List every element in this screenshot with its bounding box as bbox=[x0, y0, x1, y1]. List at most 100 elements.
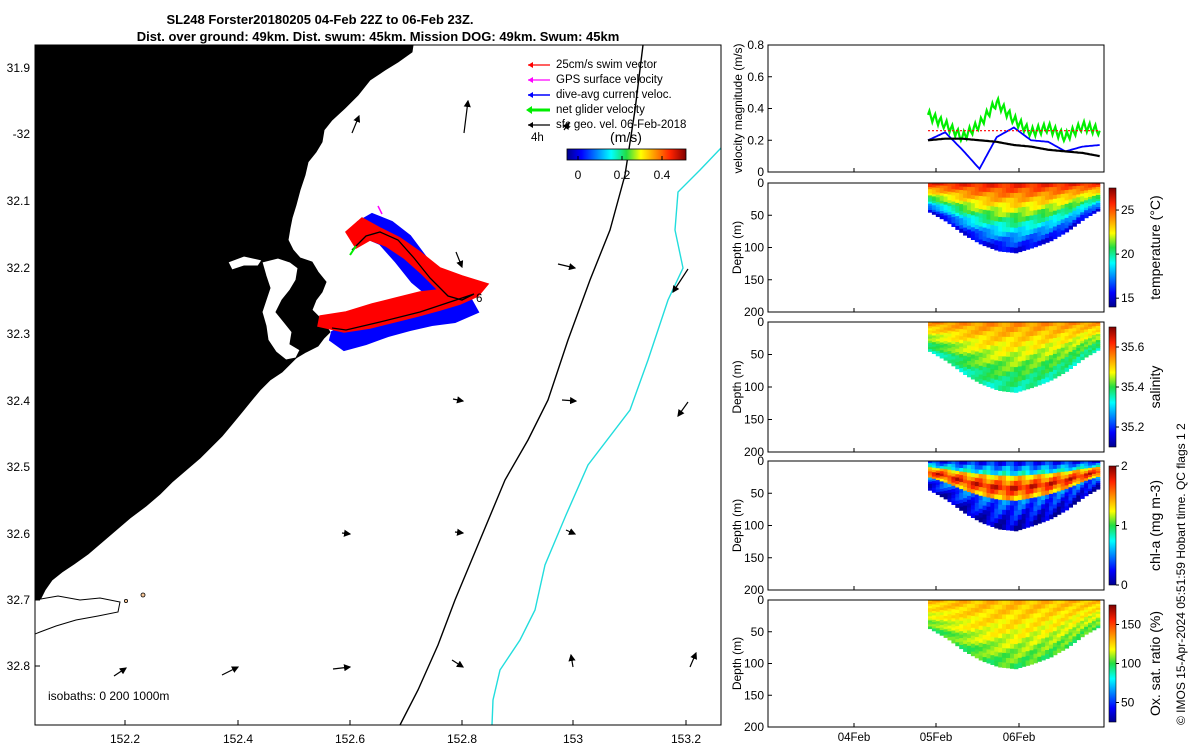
heatmap-cell bbox=[1068, 341, 1073, 346]
heatmap-cell bbox=[998, 480, 1003, 486]
heatmap-cell bbox=[974, 195, 980, 201]
map-legend: 25cm/s swim vector GPS surface velocity … bbox=[526, 59, 686, 131]
heatmap-cell bbox=[1033, 219, 1038, 225]
heatmap-cell bbox=[963, 464, 968, 469]
heatmap-cell bbox=[935, 353, 941, 357]
heatmap-cell bbox=[963, 183, 968, 188]
heatmap-cell bbox=[1017, 490, 1023, 496]
heatmap-cell bbox=[990, 383, 995, 389]
heatmap-cell bbox=[1033, 511, 1038, 517]
heatmap-cell bbox=[1088, 484, 1093, 487]
heatmap-cell bbox=[1037, 461, 1042, 466]
heatmap-cell bbox=[1033, 349, 1038, 355]
heatmap-cell bbox=[963, 600, 968, 605]
heatmap-cell bbox=[951, 217, 956, 221]
heatmap-cell bbox=[1010, 520, 1015, 526]
heatmap-cell bbox=[994, 470, 999, 476]
heatmap-cell bbox=[1037, 469, 1042, 475]
heatmap-cell bbox=[1056, 345, 1062, 350]
heatmap-cell bbox=[1002, 361, 1007, 367]
heatmap-cell bbox=[1060, 212, 1066, 217]
heatmap-cell bbox=[1056, 644, 1062, 650]
heatmap-cell bbox=[982, 335, 988, 341]
heatmap-cell bbox=[974, 637, 980, 642]
heatmap-cell bbox=[955, 219, 960, 224]
heatmap-cell bbox=[1064, 353, 1070, 358]
heatmap-cell bbox=[1084, 463, 1089, 467]
heatmap-cell bbox=[1033, 497, 1038, 503]
heatmap-cell bbox=[1080, 469, 1085, 473]
heatmap-cell bbox=[1013, 475, 1019, 482]
heatmap-cell bbox=[1013, 332, 1019, 338]
heatmap-cell bbox=[1095, 609, 1101, 613]
heatmap-cell bbox=[931, 472, 937, 475]
heatmap-cell bbox=[1068, 206, 1073, 210]
heatmap-cell bbox=[982, 510, 988, 516]
heatmap-cell bbox=[982, 630, 988, 636]
heatmap-cell bbox=[1095, 621, 1101, 625]
heatmap-cell bbox=[1095, 330, 1101, 333]
heatmap-cell bbox=[1033, 613, 1038, 619]
heatmap-cell bbox=[998, 331, 1003, 338]
heatmap-cell bbox=[1033, 205, 1038, 211]
heatmap-cell bbox=[935, 214, 941, 217]
heatmap-cell bbox=[1041, 625, 1046, 631]
heatmap-cell bbox=[1095, 193, 1101, 196]
heatmap-cell bbox=[963, 618, 968, 623]
heatmap-cell bbox=[986, 461, 991, 467]
heatmap-cell bbox=[1052, 214, 1058, 220]
heatmap-cell bbox=[998, 356, 1003, 362]
heatmap-cell bbox=[1095, 473, 1101, 476]
heatmap-cell bbox=[955, 480, 960, 485]
heatmap-cell bbox=[998, 600, 1003, 606]
heatmap-cell bbox=[998, 604, 1003, 611]
heatmap-cell bbox=[947, 183, 952, 187]
heatmap-cell bbox=[1088, 463, 1093, 467]
heatmap-cell bbox=[967, 630, 972, 635]
heatmap-cell bbox=[1049, 489, 1054, 495]
heatmap-cell bbox=[963, 340, 968, 345]
heatmap-cell bbox=[959, 499, 964, 504]
heatmap-cell bbox=[1049, 620, 1054, 625]
heatmap-cell bbox=[1037, 643, 1042, 649]
heatmap-cell bbox=[963, 201, 968, 206]
heatmap-cell bbox=[1080, 209, 1085, 213]
glider-track: 6 bbox=[317, 205, 490, 352]
heatmap-cell bbox=[986, 372, 991, 378]
heatmap-cell bbox=[974, 641, 980, 646]
heatmap-cell bbox=[1037, 375, 1042, 381]
heatmap-cell bbox=[1013, 217, 1019, 224]
heatmap-cell bbox=[1029, 613, 1034, 619]
heatmap-cell bbox=[959, 617, 964, 622]
heatmap-cell bbox=[982, 648, 988, 654]
heatmap-cell bbox=[982, 344, 988, 350]
heatmap-cell bbox=[1010, 346, 1015, 353]
heatmap-cell bbox=[1037, 518, 1042, 524]
heatmap-cell bbox=[1076, 625, 1081, 629]
heatmap-cell bbox=[982, 353, 988, 359]
heatmap-cell bbox=[1013, 624, 1019, 630]
heatmap-cell bbox=[1068, 503, 1073, 508]
heatmap-cell bbox=[1025, 225, 1031, 231]
heatmap-cell bbox=[959, 627, 964, 632]
heatmap-cell bbox=[1080, 623, 1085, 627]
heatmap-cell bbox=[1068, 199, 1073, 204]
heatmap-cell bbox=[970, 223, 976, 228]
river-inlet bbox=[227, 255, 263, 271]
heatmap-cell bbox=[1091, 489, 1097, 492]
geo-vel-arrow bbox=[351, 114, 361, 134]
heatmap-cell bbox=[1056, 611, 1062, 616]
heatmap-cell bbox=[982, 380, 988, 386]
heatmap-cell bbox=[1080, 620, 1085, 625]
heatmap-cell bbox=[1095, 467, 1101, 470]
heatmap-cell bbox=[1056, 600, 1062, 605]
heatmap-cell bbox=[935, 329, 941, 333]
heatmap-cell bbox=[1025, 383, 1031, 390]
heatmap-cell bbox=[1025, 326, 1031, 333]
heatmap-cell bbox=[1072, 207, 1077, 212]
heatmap-cell bbox=[963, 205, 968, 210]
heatmap-cell bbox=[1060, 471, 1066, 477]
heatmap-cell bbox=[1084, 190, 1089, 194]
heatmap-cell bbox=[1088, 600, 1093, 603]
heatmap-cell bbox=[1060, 614, 1066, 619]
